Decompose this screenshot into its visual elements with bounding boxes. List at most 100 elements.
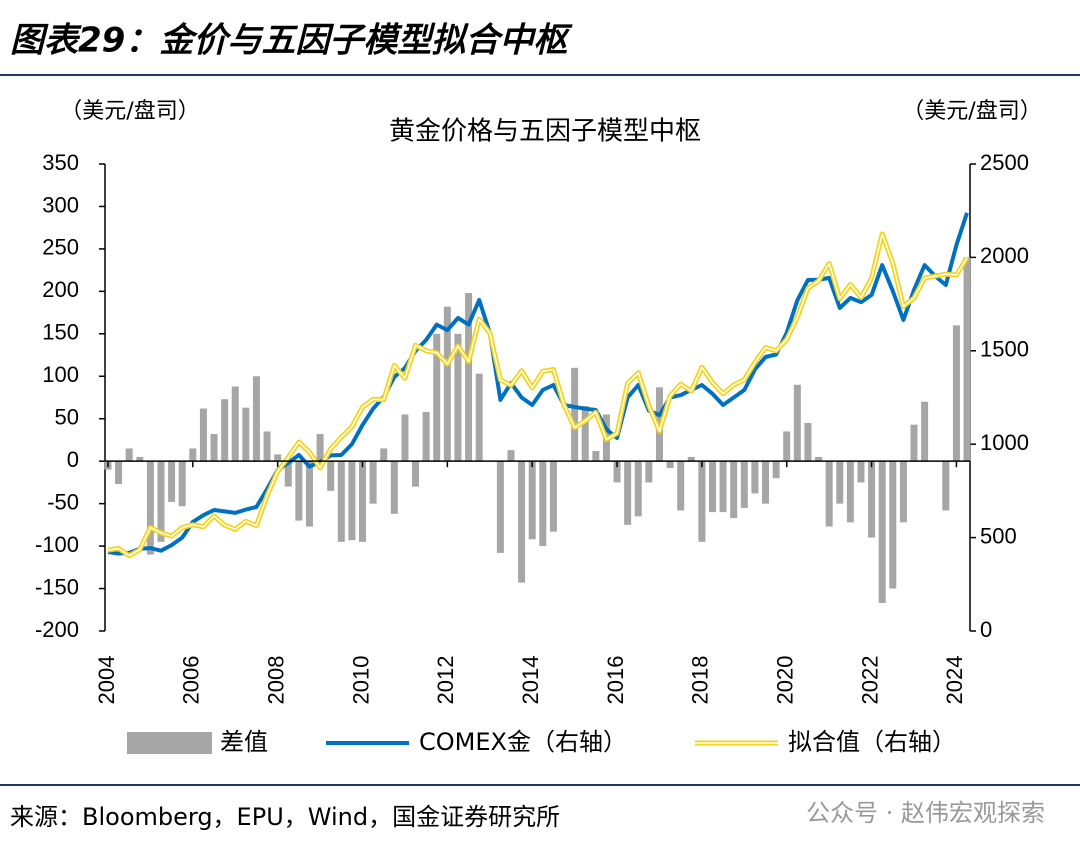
bar — [305, 461, 313, 527]
bar — [252, 376, 260, 462]
bar — [189, 448, 197, 462]
bar — [666, 461, 674, 468]
bar — [295, 461, 303, 521]
bar — [624, 461, 632, 525]
bar — [549, 461, 557, 532]
bar — [815, 456, 823, 462]
line — [107, 212, 969, 556]
y-axis-label: （美元/盘司） — [60, 99, 199, 124]
y-tick-label: 300 — [42, 192, 79, 217]
chart-title: 黄金价格与五因子模型中枢 — [389, 117, 701, 147]
bar — [634, 461, 642, 517]
bar — [963, 257, 971, 462]
bar — [942, 461, 950, 511]
y-tick-label: 150 — [42, 320, 79, 345]
bar — [698, 461, 706, 542]
bar — [390, 461, 398, 514]
bar — [168, 461, 176, 502]
bar — [518, 461, 526, 583]
y2-axis-label: （美元/盘司） — [902, 99, 1041, 124]
legend-label: COMEX金（右轴） — [419, 728, 627, 756]
bar — [454, 333, 462, 462]
bar — [210, 434, 218, 462]
bar — [284, 461, 292, 487]
bar — [772, 461, 780, 479]
bar — [115, 461, 123, 485]
x-tick-label: 2016 — [603, 656, 628, 705]
x-tick-label: 2004 — [94, 656, 119, 705]
bar — [157, 461, 165, 542]
bar — [581, 405, 589, 462]
bar — [231, 386, 239, 462]
bar — [316, 434, 324, 462]
bar — [793, 384, 801, 462]
bar — [327, 461, 335, 491]
bar — [539, 461, 547, 547]
bar — [899, 461, 907, 523]
x-tick-label: 2014 — [518, 656, 543, 705]
x-tick-label: 2010 — [348, 656, 373, 705]
bar — [475, 373, 483, 462]
bar — [857, 461, 865, 483]
bar — [719, 461, 727, 513]
bar — [348, 461, 356, 541]
bar — [380, 448, 388, 462]
bar — [401, 414, 409, 462]
x-tick-label: 2018 — [688, 656, 713, 705]
y2-tick-label: 0 — [980, 617, 992, 642]
y2-tick-label: 1000 — [980, 430, 1029, 455]
bar — [804, 422, 812, 462]
x-tick-label: 2012 — [433, 656, 458, 705]
x-tick-label: 2006 — [179, 656, 204, 705]
bar — [369, 461, 377, 504]
page-title: 图表29：金价与五因子模型拟合中枢 — [10, 21, 573, 61]
bar — [740, 461, 748, 508]
bar — [825, 461, 833, 527]
bar — [592, 450, 600, 462]
x-tick-label: 2020 — [773, 656, 798, 705]
bar — [242, 407, 250, 462]
bar — [433, 333, 441, 462]
y-tick-label: 200 — [42, 277, 79, 302]
y2-tick-label: 2000 — [980, 243, 1029, 268]
bar — [952, 325, 960, 462]
bar — [337, 461, 345, 542]
bar — [443, 306, 451, 462]
bar — [613, 461, 621, 483]
y-tick-label: -150 — [35, 574, 79, 599]
x-tick-label: 2024 — [942, 656, 967, 705]
bar — [199, 408, 207, 462]
y2-tick-label: 500 — [980, 523, 1017, 548]
legend-label: 差值 — [220, 728, 268, 756]
y-tick-label: -100 — [35, 532, 79, 557]
bar — [496, 461, 504, 553]
bar — [921, 401, 929, 462]
y-tick-label: 350 — [42, 150, 79, 175]
bar — [889, 461, 897, 589]
x-tick-label: 2022 — [857, 656, 882, 705]
fit-line-inner — [107, 233, 968, 557]
bar — [359, 461, 367, 542]
bar — [687, 456, 695, 462]
bar — [868, 461, 876, 538]
bar — [878, 461, 886, 603]
bar — [178, 461, 186, 507]
bar — [645, 461, 653, 483]
source: 来源：Bloomberg，EPU，Wind，国金证券研究所 — [10, 803, 560, 831]
y-tick-label: -50 — [47, 489, 79, 514]
bar — [910, 424, 918, 462]
bar — [221, 399, 229, 462]
watermark: 公众号 · 赵伟宏观探索 — [806, 799, 1045, 827]
bar — [125, 448, 133, 462]
bar — [412, 461, 420, 487]
y2-tick-label: 2500 — [980, 150, 1029, 175]
bar — [836, 461, 844, 504]
bar — [762, 461, 770, 504]
bar — [730, 461, 738, 519]
bar — [507, 450, 515, 462]
bar — [528, 461, 536, 540]
bar — [783, 431, 791, 462]
bar — [571, 367, 579, 462]
